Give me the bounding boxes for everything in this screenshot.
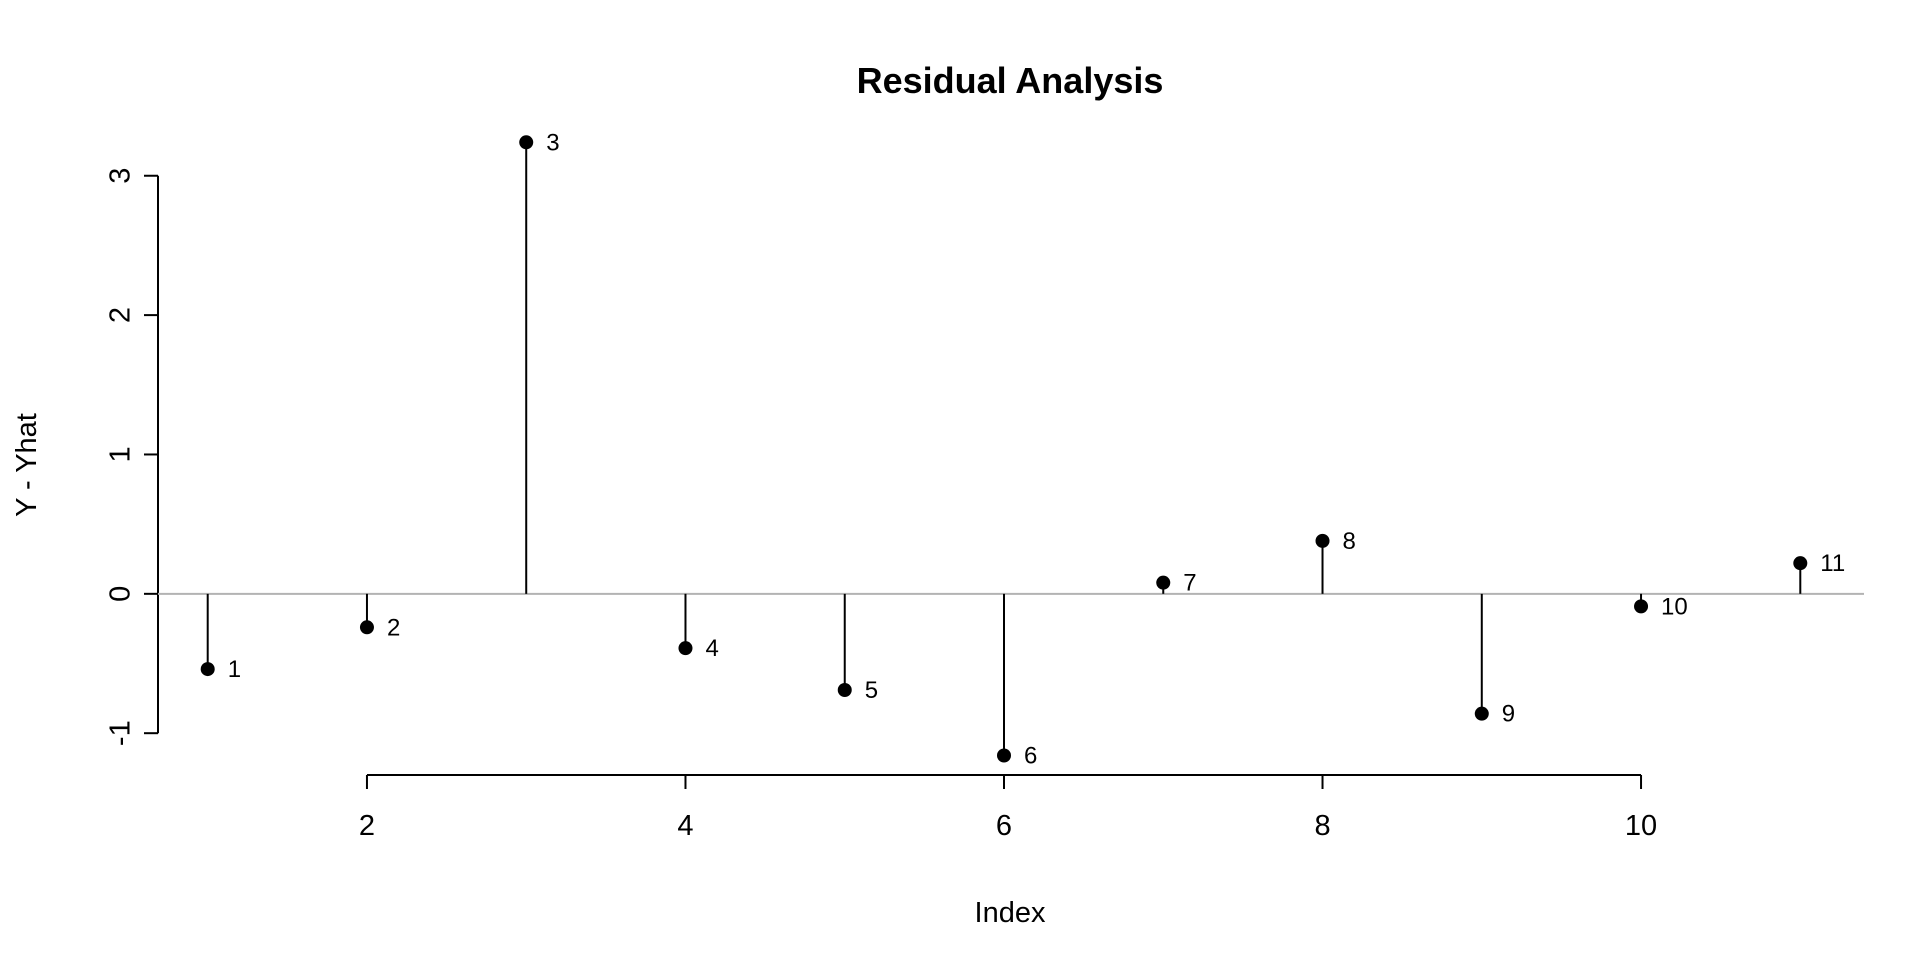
point-label: 2 bbox=[387, 614, 400, 641]
chart-title: Residual Analysis bbox=[857, 60, 1164, 101]
data-point bbox=[997, 748, 1011, 763]
data-point bbox=[1315, 533, 1330, 548]
x-tick-label: 2 bbox=[359, 810, 375, 842]
marks-group: 1 2 3 4 5 6 7 8 9 10 11 bbox=[158, 129, 1864, 769]
data-point bbox=[519, 135, 534, 150]
data-point bbox=[837, 682, 852, 697]
y-tick-label: 3 bbox=[105, 168, 137, 184]
point-label: 8 bbox=[1343, 528, 1356, 555]
data-point bbox=[359, 620, 374, 635]
y-tick-label: 1 bbox=[105, 446, 137, 462]
data-point bbox=[1474, 706, 1489, 721]
point-label: 11 bbox=[1820, 550, 1845, 577]
y-tick-label: 2 bbox=[105, 307, 137, 323]
point-label: 9 bbox=[1502, 701, 1515, 728]
data-point bbox=[1793, 556, 1808, 571]
x-tick-label: 8 bbox=[1314, 810, 1330, 842]
y-axis-label: Y - Yhat bbox=[11, 413, 43, 517]
axes-group: -1 0 1 2 3 2 4 6 8 10 bbox=[105, 168, 1658, 842]
data-point bbox=[1156, 575, 1171, 590]
x-tick-label: 4 bbox=[677, 810, 693, 842]
data-point bbox=[200, 662, 215, 677]
point-label: 10 bbox=[1661, 593, 1688, 620]
data-point bbox=[678, 641, 693, 656]
point-label: 7 bbox=[1183, 570, 1196, 597]
x-tick-label: 10 bbox=[1625, 810, 1657, 842]
data-point bbox=[1634, 599, 1649, 614]
x-tick-label: 6 bbox=[996, 810, 1012, 842]
point-label: 1 bbox=[228, 656, 241, 683]
point-label: 4 bbox=[705, 635, 718, 662]
x-axis-label: Index bbox=[975, 897, 1046, 929]
point-label: 3 bbox=[546, 129, 559, 156]
point-label: 6 bbox=[1024, 742, 1037, 769]
y-tick-label: -1 bbox=[105, 720, 137, 746]
y-tick-label: 0 bbox=[105, 586, 137, 602]
point-label: 5 bbox=[865, 677, 878, 704]
